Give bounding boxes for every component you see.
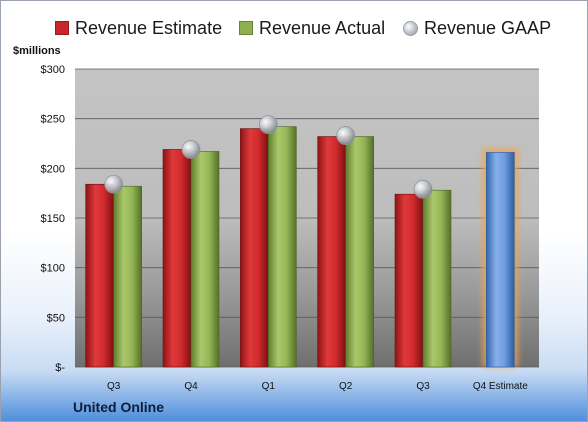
bar-revenue-actual	[345, 136, 374, 368]
bar-revenue-estimate	[394, 193, 424, 368]
legend-marker-gaap	[403, 20, 418, 36]
y-tick-label: $200	[41, 163, 65, 175]
legend-swatch-estimate	[55, 21, 69, 35]
bar-revenue-actual	[268, 126, 297, 368]
x-tick-label: Q1	[262, 381, 276, 392]
legend-label-estimate: Revenue Estimate	[75, 17, 223, 38]
x-axis: Q3 Q4 Q1 Q2 Q3 Q4 Estimate	[107, 381, 528, 392]
legend-item-gaap: Revenue GAAP	[403, 15, 551, 41]
y-tick-label: $50	[47, 312, 65, 324]
bars	[85, 115, 519, 368]
marker-revenue-gaap	[258, 115, 278, 135]
legend: Revenue Estimate Revenue Actual Revenue …	[1, 15, 587, 41]
bar-revenue-estimate	[162, 149, 192, 368]
marker-revenue-gaap	[336, 126, 356, 145]
x-tick-label: Q2	[339, 381, 353, 392]
x-tick-label: Q3	[107, 381, 121, 392]
x-tick-label: Q3	[416, 381, 430, 392]
x-tick-label: Q4 Estimate	[473, 381, 528, 392]
forecast-bar	[486, 152, 515, 368]
bar-revenue-actual	[190, 151, 220, 368]
company-name: United Online	[73, 399, 164, 415]
y-axis: $- $50 $100 $150 $200 $250 $300	[41, 64, 66, 374]
legend-label-gaap: Revenue GAAP	[424, 17, 552, 38]
y-axis-unit-label: $millions	[13, 45, 61, 57]
y-tick-label: $-	[55, 362, 65, 374]
bar-revenue-estimate	[317, 136, 346, 368]
marker-revenue-gaap	[104, 174, 124, 194]
y-tick-label: $150	[41, 213, 65, 225]
legend-swatch-actual	[239, 21, 253, 35]
legend-item-estimate: Revenue Estimate	[55, 15, 222, 41]
gridlines	[75, 68, 539, 368]
marker-revenue-gaap	[181, 140, 201, 159]
legend-item-actual: Revenue Actual	[239, 15, 385, 41]
x-tick-label: Q4	[184, 381, 198, 392]
bar-revenue-actual	[113, 185, 142, 368]
y-tick-label: $250	[41, 114, 65, 126]
bar-revenue-estimate	[240, 128, 269, 368]
marker-revenue-gaap	[413, 179, 433, 199]
legend-label-actual: Revenue Actual	[259, 17, 386, 38]
bar-revenue-actual	[422, 189, 452, 368]
bar-revenue-estimate	[85, 183, 114, 368]
y-tick-label: $100	[41, 263, 65, 275]
y-tick-label: $300	[41, 64, 65, 76]
